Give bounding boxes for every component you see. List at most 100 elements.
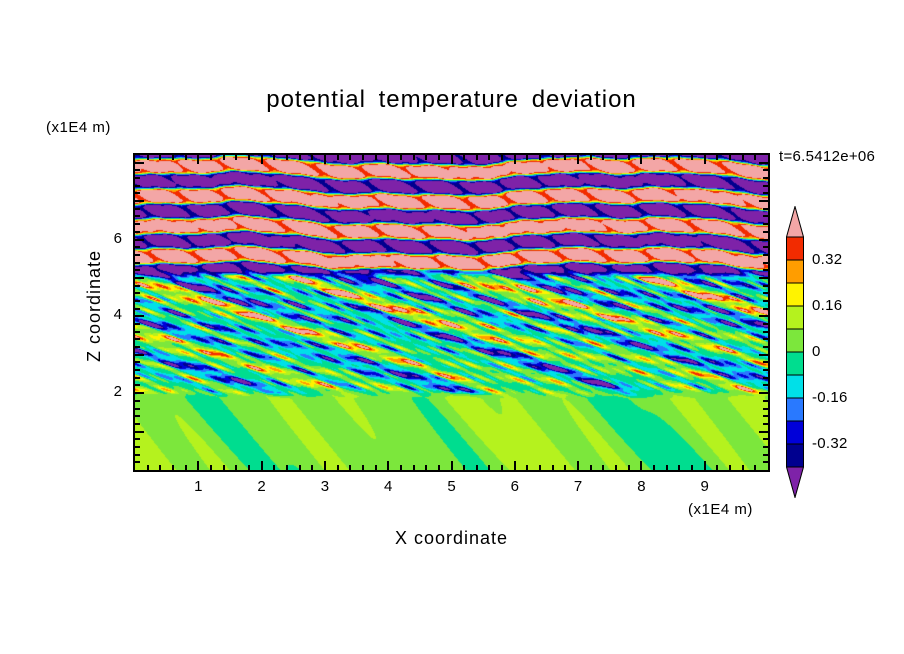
z-axis-tick — [763, 261, 768, 264]
z-axis-tick — [763, 445, 768, 448]
z-axis-tick — [135, 184, 140, 187]
z-axis-tick — [135, 399, 140, 402]
z-axis-tick — [763, 230, 768, 233]
z-axis-tick — [759, 353, 768, 356]
x-axis-tick — [577, 155, 580, 164]
x-axis-tick — [311, 465, 314, 470]
x-axis-tick — [235, 155, 238, 160]
x-axis-tick — [399, 155, 402, 160]
x-axis-tick — [273, 155, 276, 160]
z-axis-tick — [135, 330, 140, 333]
z-axis-tick — [135, 161, 144, 164]
x-axis-tick — [741, 155, 744, 160]
colorbar-bottom-arrow — [785, 466, 805, 500]
colorbar-top-arrow — [785, 204, 805, 238]
z-axis-tick — [763, 399, 768, 402]
x-axis-tick — [197, 155, 200, 164]
x-axis-tick — [285, 155, 288, 160]
z-axis-tick — [763, 184, 768, 187]
x-axis-tick — [298, 155, 301, 160]
z-axis-tick — [135, 376, 140, 379]
z-axis-tick — [759, 430, 768, 433]
time-annotation: t=6.5412e+06 — [779, 148, 876, 165]
x-axis-tick — [222, 155, 225, 160]
contour-plot-area — [133, 153, 770, 472]
x-axis-tick — [716, 465, 719, 470]
z-axis-tick — [135, 323, 140, 326]
z-axis-tick — [135, 200, 144, 203]
x-axis-tick — [412, 155, 415, 160]
x-axis-tick — [209, 155, 212, 160]
x-axis-tick — [298, 465, 301, 470]
z-axis-tick — [135, 361, 140, 364]
x-axis-tick — [691, 155, 694, 160]
x-axis-tick — [564, 465, 567, 470]
x-tick-label: 7 — [573, 478, 583, 495]
x-axis-tick — [627, 155, 630, 160]
x-axis-tick — [146, 465, 149, 470]
x-tick-label: 3 — [320, 478, 330, 495]
x-tick-label: 4 — [384, 478, 393, 495]
z-axis-tick — [763, 215, 768, 218]
z-axis-tick — [759, 392, 768, 395]
x-axis-tick — [450, 155, 453, 164]
x-axis-tick — [159, 155, 162, 160]
z-axis-tick — [135, 169, 140, 172]
x-axis-tick — [361, 465, 364, 470]
x-axis-tick — [425, 155, 428, 160]
colorbar-tick-label: -0.16 — [812, 389, 848, 406]
x-axis-tick — [665, 465, 668, 470]
x-axis-tick — [336, 155, 339, 160]
x-tick-label: 5 — [447, 478, 456, 495]
z-axis-tick — [763, 207, 768, 210]
z-axis-tick — [135, 453, 140, 456]
colorbar-tick-label: -0.32 — [812, 435, 848, 452]
x-axis-tick — [361, 155, 364, 160]
z-axis-tick — [763, 292, 768, 295]
x-axis-tick — [665, 155, 668, 160]
x-axis-tick — [741, 465, 744, 470]
x-axis-tick — [450, 461, 453, 470]
x-axis-tick — [349, 465, 352, 470]
x-axis-tick — [159, 465, 162, 470]
x-tick-label: 6 — [510, 478, 519, 495]
z-axis-tick — [763, 192, 768, 195]
z-axis-tick — [759, 315, 768, 318]
x-axis-unit-label: (x1E4 m) — [688, 501, 753, 518]
x-axis-tick — [387, 461, 390, 470]
z-axis-tick — [135, 415, 140, 418]
x-tick-label: 8 — [637, 478, 646, 495]
x-axis-tick — [551, 155, 554, 160]
x-axis-tick — [691, 465, 694, 470]
x-axis-tick — [197, 461, 200, 470]
z-axis-tick — [135, 215, 140, 218]
z-axis-tick — [135, 407, 140, 410]
z-axis-tick — [759, 161, 768, 164]
x-axis-tick — [425, 465, 428, 470]
colorbar-segment — [786, 374, 804, 399]
x-axis-tick — [323, 461, 326, 470]
z-axis-tick — [135, 238, 144, 241]
z-axis-tick — [763, 223, 768, 226]
x-axis-tick — [247, 155, 250, 160]
z-axis-tick — [763, 169, 768, 172]
x-axis-tick — [589, 155, 592, 160]
z-axis-tick — [135, 338, 140, 341]
z-axis-tick — [763, 346, 768, 349]
colorbar-segment — [786, 420, 804, 445]
x-axis-tick — [349, 155, 352, 160]
z-axis-tick — [135, 223, 140, 226]
z-axis-tick — [763, 415, 768, 418]
x-axis-tick — [526, 155, 529, 160]
colorbar-segment — [786, 305, 804, 330]
x-axis-tick — [539, 155, 542, 160]
x-axis-tick — [754, 465, 757, 470]
z-axis-tick — [763, 246, 768, 249]
colorbar-segment — [786, 259, 804, 284]
x-axis-tick — [260, 461, 263, 470]
z-axis-tick — [135, 276, 144, 279]
z-axis-tick — [135, 253, 140, 256]
colorbar-segment — [786, 236, 804, 261]
x-axis-tick — [564, 155, 567, 160]
